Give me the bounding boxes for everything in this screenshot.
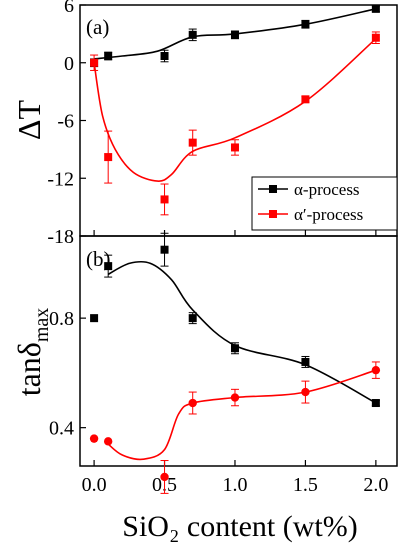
- legend-marker-alpha-prime: [269, 210, 277, 218]
- panel-b-series-1-point: [371, 365, 381, 375]
- panel-a-series-1-point: [188, 138, 197, 147]
- panel-a-ytick-label: -18: [47, 226, 74, 248]
- panel-b-series-0-point: [230, 344, 239, 353]
- legend-label-alpha-prime: α′-process: [294, 205, 363, 224]
- panel-a-label: (a): [86, 15, 109, 39]
- legend-label-alpha: α-process: [294, 180, 360, 199]
- panel-b-xtick-label: 1.0: [222, 474, 247, 496]
- panel-a-series-1-fit-curve: [93, 38, 377, 182]
- panel-b-series-0-point: [90, 314, 99, 323]
- x-axis-label: SiO₂ content (wt%): [122, 510, 357, 543]
- panel-b-series-0-point: [188, 314, 197, 323]
- panel-a-ytick-label: 0: [64, 53, 74, 75]
- panel-b-series-1-point: [89, 434, 99, 443]
- panel-a-ylabel: ΔT: [11, 99, 47, 140]
- panel-b-series-0-fit-curve: [107, 260, 377, 404]
- panel-b-frame: [79, 235, 398, 467]
- panel-a-ytick-label: -6: [57, 111, 74, 133]
- panel-a-series-1-point: [371, 33, 380, 42]
- panel-b-series-1-point: [103, 437, 113, 446]
- panel-a-series-0-point: [104, 52, 113, 61]
- panel-b-label: (b): [86, 247, 111, 271]
- panel-b: 0.80.40.0 0.5 1.0 1.5 2.0: [49, 232, 388, 496]
- panel-b-ylabel-sub: max: [31, 308, 53, 342]
- legend: α-process α′-process: [251, 176, 398, 231]
- panel-a-series-0-point: [230, 30, 239, 39]
- panel-a-series-1-point: [104, 153, 113, 162]
- panel-a-series-0-point: [301, 20, 310, 29]
- panel-b-series-0-point: [301, 357, 310, 366]
- panel-b-series-1-point: [188, 398, 197, 408]
- panel-b-series-1-point: [230, 393, 240, 402]
- panel-b-xtick-label: 1.5: [293, 474, 318, 496]
- panel-a-ytick-label: -12: [47, 168, 74, 190]
- panel-b-ytick-label: 0.4: [49, 418, 74, 440]
- panel-a-series-0-point: [160, 52, 169, 61]
- panel-b-ytick-label: 0.8: [49, 308, 74, 330]
- panel-a-series-1-point: [90, 58, 99, 67]
- panel-b-series-0-point: [104, 262, 113, 271]
- panel-a-series-0-point: [371, 4, 380, 13]
- panel-b-series-0-point: [160, 245, 169, 254]
- panel-b-ylabel: tanδmax: [11, 308, 53, 397]
- panel-a-series-1-point: [301, 95, 310, 104]
- legend-marker-alpha: [269, 185, 277, 193]
- panel-a-ytick-label: 6: [64, 0, 74, 17]
- panel-b-xtick-label: 2.0: [363, 474, 388, 496]
- panel-b-series-1-point: [160, 472, 169, 482]
- panel-b-series-0-point: [371, 399, 380, 408]
- panel-a-series-0-point: [188, 30, 197, 39]
- panel-b-xtick-label: 0.0: [82, 474, 107, 496]
- panel-a-series-1-point: [230, 143, 239, 152]
- panel-a-series-1-point: [160, 195, 169, 204]
- panel-a: 6 0 -6 -12 -18: [47, 0, 380, 248]
- panel-b-ylabel-main: tanδ: [11, 342, 47, 396]
- panel-b-series-1-fit-curve: [107, 369, 377, 461]
- panel-b-series-1-point: [301, 387, 310, 397]
